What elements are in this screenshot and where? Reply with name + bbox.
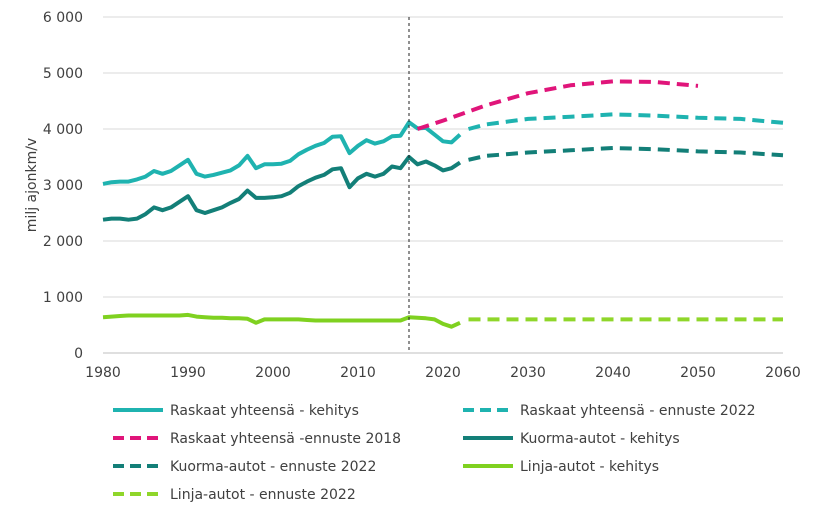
x-tick-label: 1980 bbox=[85, 365, 121, 381]
legend-label: Kuorma-autot - kehitys bbox=[520, 431, 680, 447]
legend-label: Linja-autot - ennuste 2022 bbox=[170, 487, 356, 503]
x-tick-label: 2060 bbox=[765, 365, 801, 381]
x-tick-label: 2010 bbox=[340, 365, 376, 381]
x-tick-label: 2020 bbox=[425, 365, 461, 381]
y-tick-label: 1 000 bbox=[43, 290, 83, 306]
x-tick-label: 1990 bbox=[170, 365, 206, 381]
series-line bbox=[416, 79, 699, 131]
series-line bbox=[102, 120, 462, 186]
y-tick-label: 3 000 bbox=[43, 178, 83, 194]
x-tick-label: 2000 bbox=[255, 365, 291, 381]
y-tick-label: 6 000 bbox=[43, 10, 83, 26]
x-tick-label: 2050 bbox=[680, 365, 716, 381]
y-axis-label: milj ajonkm/v bbox=[24, 138, 40, 232]
legend-label: Raskaat yhteensä - ennuste 2022 bbox=[520, 403, 756, 419]
series-line bbox=[467, 112, 784, 131]
y-tick-label: 4 000 bbox=[43, 122, 83, 138]
series-line bbox=[102, 312, 461, 329]
legend-label: Raskaat yhteensä - kehitys bbox=[170, 403, 359, 419]
y-tick-label: 2 000 bbox=[43, 234, 83, 250]
x-tick-label: 2030 bbox=[510, 365, 546, 381]
x-tick-label: 2040 bbox=[595, 365, 631, 381]
legend-label: Linja-autot - kehitys bbox=[520, 459, 659, 475]
legend-label: Raskaat yhteensä -ennuste 2018 bbox=[170, 431, 401, 447]
y-tick-label: 0 bbox=[74, 346, 83, 362]
series-line bbox=[102, 155, 462, 222]
y-tick-label: 5 000 bbox=[43, 66, 83, 82]
legend-label: Kuorma-autot - ennuste 2022 bbox=[170, 459, 376, 475]
series-line bbox=[468, 146, 784, 162]
